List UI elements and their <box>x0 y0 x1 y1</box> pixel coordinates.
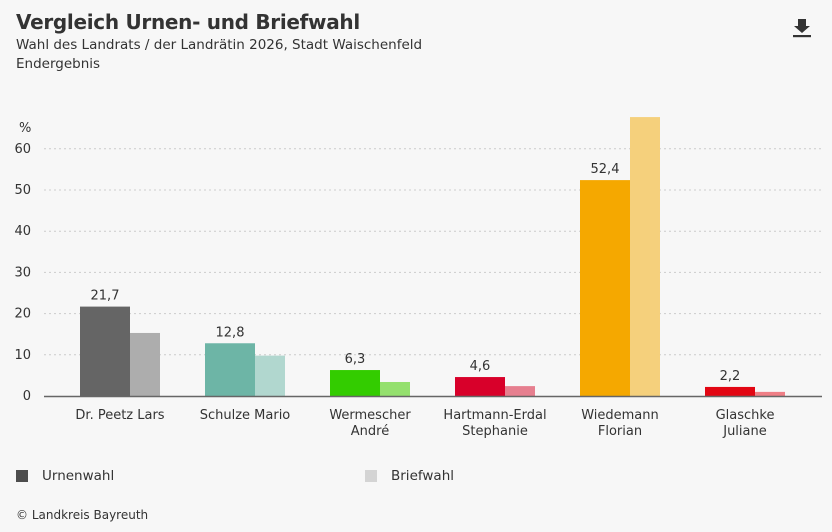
y-tick-label: 60 <box>14 142 31 157</box>
bar-briefwahl <box>505 386 535 396</box>
chart-subtitle: Wahl des Landrats / der Landrätin 2026, … <box>16 37 423 53</box>
bar-briefwahl <box>755 391 785 396</box>
x-tick-label: Hartmann-Erdal <box>443 408 546 423</box>
y-tick-label: 0 <box>23 389 31 404</box>
y-axis-unit: % <box>19 121 31 136</box>
data-label: 6,3 <box>345 352 366 367</box>
bar-briefwahl <box>380 381 410 396</box>
y-tick-label: 10 <box>14 348 31 363</box>
bar-urnenwahl <box>705 386 755 396</box>
x-tick-label: Dr. Peetz Lars <box>75 408 164 423</box>
data-label: 2,2 <box>720 369 741 384</box>
y-tick-label: 30 <box>14 265 31 280</box>
data-label: 52,4 <box>591 162 620 177</box>
data-label: 12,8 <box>216 325 245 340</box>
x-tick-label: Stephanie <box>462 424 528 439</box>
data-label: 21,7 <box>91 289 120 304</box>
result-status: Endergebnis <box>16 56 101 72</box>
x-tick-label: Juliane <box>722 424 767 439</box>
x-tick-label: Schulze Mario <box>200 408 291 423</box>
legend-label-briefwahl: Briefwahl <box>391 468 455 484</box>
bar-briefwahl <box>630 117 660 397</box>
legend-item-urnenwahl[interactable]: Urnenwahl <box>16 468 114 484</box>
bar-urnenwahl <box>80 306 130 396</box>
download-icon <box>793 19 811 38</box>
bar-briefwahl <box>130 332 160 396</box>
legend-swatch-briefwahl <box>365 470 377 482</box>
bar-briefwahl <box>255 355 285 396</box>
bar-urnenwahl <box>580 180 630 396</box>
y-tick-label: 50 <box>14 183 31 198</box>
x-tick-label: Wermescher <box>329 408 411 423</box>
bar-urnenwahl <box>455 377 505 396</box>
source-credit: © Landkreis Bayreuth <box>16 508 149 522</box>
legend-label-urnenwahl: Urnenwahl <box>42 468 115 484</box>
chart-title: Vergleich Urnen- und Briefwahl <box>16 10 360 34</box>
x-tick-label: Glaschke <box>716 408 775 423</box>
bar-urnenwahl <box>205 343 255 396</box>
x-tick-label: Wiedemann <box>581 408 659 423</box>
data-label: 4,6 <box>470 359 491 374</box>
legend-swatch-urnenwahl <box>16 470 28 482</box>
bar-chart: % 0 10 20 30 40 50 60 21,7 Dr. Peetz Lars 12,8 Schu… <box>14 117 822 439</box>
y-tick-label: 40 <box>14 224 31 239</box>
legend-item-briefwahl[interactable]: Briefwahl <box>365 468 454 484</box>
x-tick-label: André <box>351 424 389 439</box>
y-tick-label: 20 <box>14 307 31 322</box>
bar-urnenwahl <box>330 370 380 396</box>
download-button[interactable] <box>790 16 814 40</box>
x-tick-label: Florian <box>598 424 642 439</box>
